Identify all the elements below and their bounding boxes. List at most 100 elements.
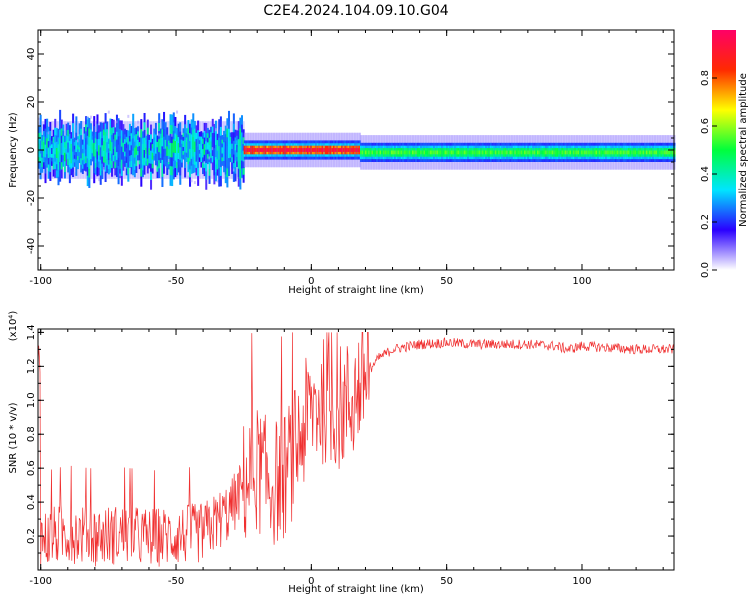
spectrogram-cell xyxy=(606,150,609,155)
spectrogram-cell xyxy=(394,150,397,155)
spectrogram-cell xyxy=(428,150,431,155)
spectrogram-cell xyxy=(251,148,254,152)
spectrogram-cell xyxy=(645,150,648,155)
spectrogram-cell xyxy=(644,150,647,155)
spectrogram-cell xyxy=(473,150,476,155)
figure-title: C2E4.2024.104.09.10.G04 xyxy=(263,3,448,19)
x-tick-label: -100 xyxy=(29,276,52,287)
colorbar-label: Normalized spectral amplitude xyxy=(738,73,749,227)
spectrogram-cell xyxy=(46,138,49,149)
spectrogram-cell xyxy=(496,150,499,155)
spectrogram-cell xyxy=(187,140,190,152)
y-tick-label: 40 xyxy=(26,48,37,61)
spectrogram-cell xyxy=(662,150,665,155)
spectrogram-cell xyxy=(632,150,635,155)
spectrogram-cell xyxy=(452,150,455,155)
spectrogram-cell xyxy=(334,148,337,152)
spectrogram-heatmap xyxy=(38,109,676,190)
spectrogram-cell xyxy=(86,144,89,159)
spectrogram-cell xyxy=(287,148,290,152)
spectrogram-cell xyxy=(546,150,549,155)
spectrogram-cell xyxy=(49,145,52,158)
spectrogram-cell xyxy=(514,150,517,155)
spectrogram-cell xyxy=(226,145,229,160)
spectrogram-cell xyxy=(613,150,616,155)
spectrogram-cell xyxy=(75,140,78,153)
spectrogram-cell xyxy=(42,142,45,152)
spectrogram-cell xyxy=(329,148,332,152)
spectrogram-cell xyxy=(47,147,50,158)
spectrogram-cell xyxy=(476,150,479,155)
spectrogram-speckle xyxy=(119,173,122,177)
spectrogram-cell xyxy=(602,150,605,155)
spectrogram-cell xyxy=(281,148,284,152)
spectrogram-cell xyxy=(462,150,465,155)
spectrogram-cell xyxy=(232,140,235,155)
spectrogram-cell xyxy=(410,150,413,155)
snr-y-scale-label: (x10⁴) xyxy=(8,311,19,342)
spectrogram-cell xyxy=(553,150,556,155)
snr-series-line xyxy=(37,332,675,567)
spectrogram-cell xyxy=(242,150,245,162)
spectrogram-cell xyxy=(502,150,505,155)
spectrogram-cell xyxy=(569,150,572,155)
spectrogram-cell xyxy=(429,150,432,155)
spectrogram-cell xyxy=(311,148,314,152)
spectrogram-cell xyxy=(533,150,536,155)
spectrogram-cell xyxy=(182,140,185,148)
spectrogram-cell xyxy=(158,139,161,153)
spectrogram-cell xyxy=(274,148,277,152)
spectrogram-cell xyxy=(627,150,631,155)
y-tick-label: -40 xyxy=(26,238,37,254)
spectrogram-cell xyxy=(313,148,316,152)
spectrogram-cell xyxy=(350,148,353,152)
spectrogram-cell xyxy=(354,148,357,152)
spectrogram-cell xyxy=(595,150,598,155)
spectrogram-cell xyxy=(467,150,470,155)
y-tick-label: 1.4 xyxy=(26,324,37,340)
spectrogram-cell xyxy=(463,150,467,155)
spectrogram-cell xyxy=(345,148,349,152)
spectrogram-cell xyxy=(450,150,454,155)
spectrogram-cell xyxy=(660,150,663,155)
spectrogram-cell xyxy=(221,147,224,154)
spectrogram-cell xyxy=(120,146,123,160)
x-tick-label: 100 xyxy=(572,276,591,287)
spectrogram-cell xyxy=(639,150,642,155)
spectrogram-cell xyxy=(610,150,613,155)
y-tick-label: -20 xyxy=(26,190,37,206)
spectrogram-cell xyxy=(167,149,170,156)
spectrogram-cell xyxy=(587,150,590,155)
spectrogram-cell xyxy=(374,150,377,155)
spectrogram-cell xyxy=(109,140,112,152)
spectrogram-cell xyxy=(151,152,154,160)
spectrogram-cell xyxy=(171,143,174,158)
spectrogram-cell xyxy=(530,150,533,155)
snr-x-axis: -100 -50 0 50 100 xyxy=(29,329,664,587)
spectrogram-cell xyxy=(250,148,253,152)
spectrogram-cell xyxy=(124,143,127,152)
spectrogram-cell xyxy=(60,143,63,155)
spectrogram-cell xyxy=(243,148,246,152)
spectrogram-cell xyxy=(41,150,44,158)
x-tick-label: -50 xyxy=(168,576,184,587)
spectrogram-cell xyxy=(331,148,334,152)
spectrogram-cell xyxy=(624,150,627,155)
spectrogram-cell xyxy=(426,150,429,155)
spectrogram-cell xyxy=(156,152,159,162)
spectrogram-cell xyxy=(337,148,340,152)
spectrogram-cell xyxy=(189,148,192,162)
spectrogram-y-axis: -40 -20 0 20 40 xyxy=(26,29,674,271)
spectrogram-cell xyxy=(214,144,218,158)
spectrogram-cell xyxy=(571,150,574,155)
spectrogram-cell xyxy=(446,150,449,155)
spectrogram-cell xyxy=(412,150,415,155)
spectrogram-cell xyxy=(210,141,213,149)
spectrogram-cell xyxy=(140,146,143,160)
spectrogram-cell xyxy=(266,148,269,152)
spectrogram-cell xyxy=(125,148,128,158)
spectrogram-cell xyxy=(119,143,122,155)
spectrogram-cell xyxy=(618,150,621,155)
spectrogram-cell xyxy=(305,148,308,152)
